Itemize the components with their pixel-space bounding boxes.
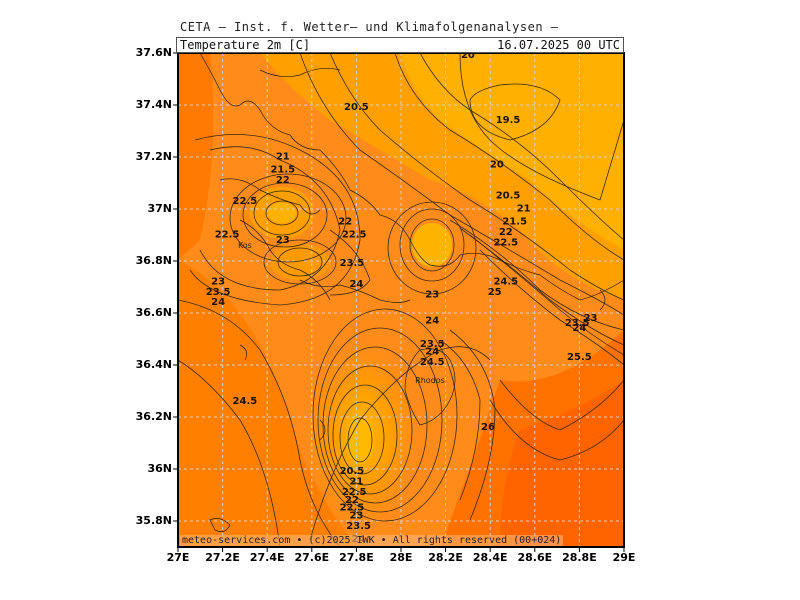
x-axis-label: 27.8E: [339, 551, 374, 564]
contour-label: 21: [517, 204, 531, 215]
contour-label: 23.5: [206, 287, 231, 298]
contour-label: 25: [488, 287, 502, 298]
x-axis-label: 28.8E: [562, 551, 597, 564]
contour-label: 24: [425, 347, 439, 358]
contour-label: 21.5: [502, 217, 527, 228]
x-axis-label: 28.6E: [517, 551, 553, 564]
contour-label: 22.5: [215, 230, 240, 241]
contour-label: 24: [211, 297, 225, 308]
contour-label: 22.5: [342, 230, 367, 241]
x-axis-label: 28E: [389, 551, 413, 564]
contour-label: 20: [461, 50, 475, 61]
y-axis-label: 36.6N: [135, 306, 172, 319]
y-axis-label: 37.2N: [135, 150, 172, 163]
x-axis-label: 27.4E: [249, 551, 285, 564]
contour-label: 22: [499, 227, 513, 238]
contour-label: 22.5: [342, 487, 367, 498]
contour-label: 21: [276, 152, 290, 163]
y-axis-label: 37N: [147, 202, 172, 215]
y-axis-label: 36N: [147, 462, 172, 475]
contour-label: 22: [338, 217, 352, 228]
datetime-label: 16.07.2025 00 UTC: [497, 38, 620, 52]
coolest-region-ne: [400, 53, 624, 250]
cool-spot-east: [412, 223, 452, 267]
contour-labels: 2020.519.52020.52121.52222.524.5252121.5…: [206, 50, 598, 545]
contour-label: 20.5: [344, 102, 369, 113]
copyright-footer: meteo-services.com • (c)2025 IWK • All r…: [180, 535, 564, 546]
contour-label: 23: [349, 510, 363, 521]
coastlines: [199, 53, 624, 532]
institute-header: CETA — Inst. f. Wetter— und Klimafolgena…: [180, 20, 559, 34]
contour-label: 23: [276, 235, 290, 246]
x-axis-label: 27E: [166, 551, 190, 564]
y-axis-label: 36.4N: [135, 358, 172, 371]
y-axis-label: 37.6N: [135, 46, 172, 59]
x-axis-label: 27.2E: [205, 551, 240, 564]
contour-label: 22.5: [340, 503, 365, 514]
x-axis-label: 29E: [612, 551, 636, 564]
contour-label: 22.5: [233, 196, 258, 207]
contour-label: 24.5: [420, 357, 445, 368]
contour-label: 19.5: [496, 115, 521, 126]
y-axis-label: 35.8N: [135, 514, 172, 527]
contour-label: 24.5: [233, 396, 258, 407]
place-label: Rhodos: [415, 376, 445, 385]
contour-label: 23.5: [346, 521, 371, 532]
axis-ticks: [173, 52, 625, 552]
contour-label: 23: [211, 276, 225, 287]
place-label: Kos: [238, 241, 252, 250]
contour-label: 20.5: [496, 191, 521, 202]
title-bar: Temperature 2m [C] 16.07.2025 00 UTC: [176, 37, 624, 53]
contour-label: 21: [349, 477, 363, 488]
contour-label: 22: [345, 495, 359, 506]
y-axis-label: 36.8N: [135, 254, 172, 267]
contour-label: 25.5: [567, 352, 592, 363]
contour-label: 24: [425, 315, 439, 326]
contour-label: 20.5: [340, 466, 365, 477]
parameter-label: Temperature 2m [C]: [180, 38, 311, 52]
warm-region-sw: [178, 260, 360, 547]
cool-spot-peninsula: [270, 244, 330, 280]
contour-label: 26: [481, 422, 495, 433]
x-axis-label: 28.4E: [472, 551, 508, 564]
contour-label: 23.5: [420, 339, 445, 350]
x-axis-label: 28.2E: [428, 551, 463, 564]
contour-label: 23.5: [565, 318, 590, 329]
cool-core-rhodes-sw: [346, 416, 374, 464]
contour-label: 24: [349, 279, 363, 290]
x-axis-label: 27.6E: [294, 551, 330, 564]
contour-label: 24.5: [493, 276, 518, 287]
y-axis-label: 37.4N: [135, 98, 172, 111]
contour-label: 23: [425, 289, 439, 300]
contour-label: 24: [572, 323, 586, 334]
hot-region-se: [500, 380, 624, 547]
contour-label: 22: [276, 175, 290, 186]
contour-label: 23.5: [340, 258, 365, 269]
contour-label: 23: [584, 313, 598, 324]
contour-label: 20: [490, 159, 504, 170]
contour-label: 22.5: [493, 237, 518, 248]
isotherm-contours: [178, 53, 624, 547]
y-axis-label: 36.2N: [135, 410, 172, 423]
contour-label: 21.5: [270, 165, 295, 176]
cool-core-kos: [268, 203, 296, 223]
place-labels: Kos Rhodos: [238, 241, 445, 385]
